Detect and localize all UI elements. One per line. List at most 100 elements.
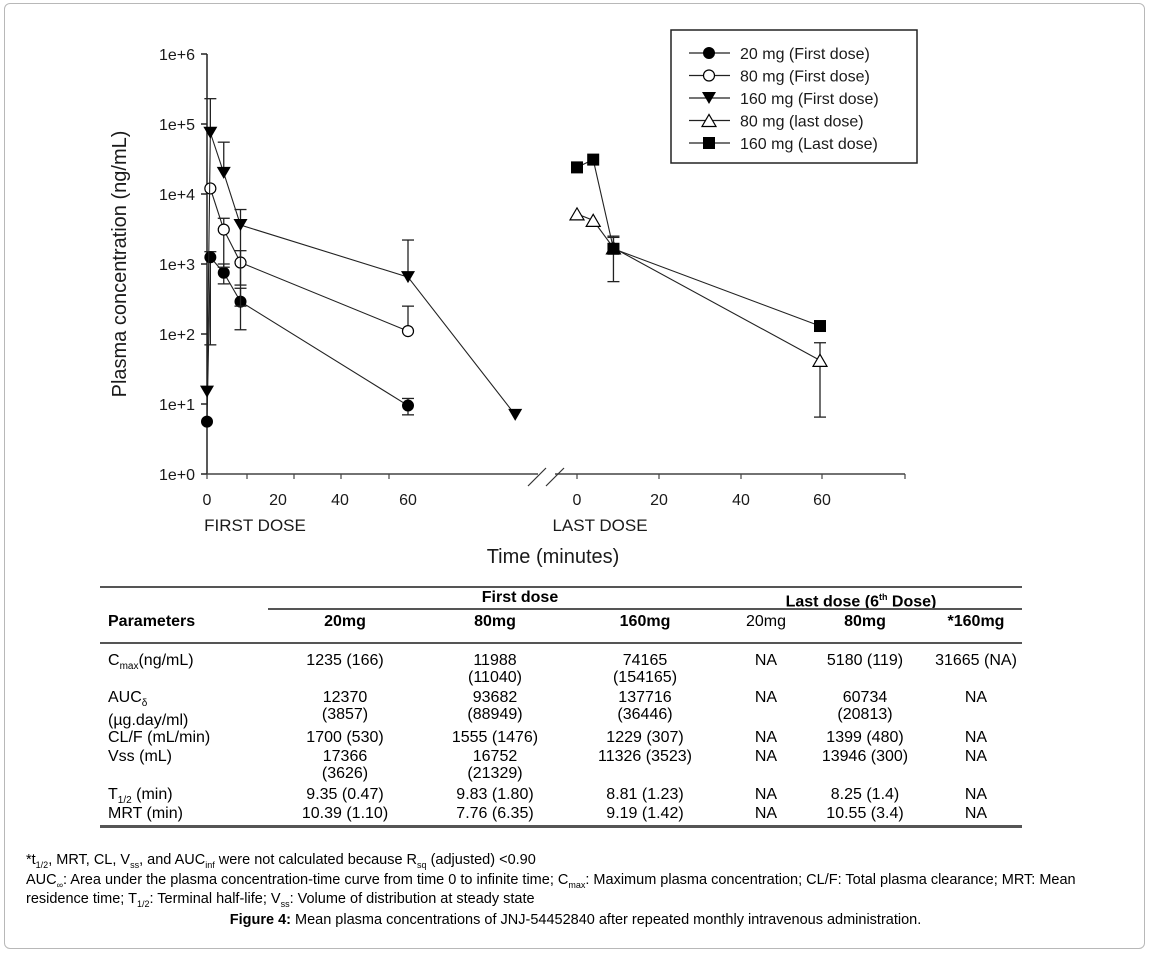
series-line [209,188,409,332]
table-cell: 7.76 (6.35) [456,805,534,822]
series-line [576,158,821,327]
col-header: 160mg [619,613,671,630]
table-cell: 9.83 (1.80) [456,786,534,803]
y-tick-label: 1e+3 [159,257,195,274]
col-header: *160mg [947,613,1005,630]
legend-marker [703,137,715,149]
y-tick-label: 1e+4 [159,187,195,204]
data-point [200,385,214,398]
data-point [201,415,213,428]
table-cell: 17366 (3626) [321,748,369,782]
data-point [585,213,602,227]
group-header-last: Last dose (6th Dose) [785,592,937,611]
pk-chart: 1e+0 1e+1 1e+2 1e+3 1e+4 1e+5 1e+6 Plasma conce… [109,29,918,568]
legend-marker [702,92,716,104]
data-point [811,353,829,367]
table-cell: 5180 (119) [826,652,904,669]
data-point [401,271,415,284]
col-header: 80mg [474,613,516,630]
data-point [587,153,600,166]
table-cell: NA [964,748,988,765]
table-top-rule [100,586,1022,588]
series-20-mg-first-dose [201,251,414,428]
table-cell: 1555 (1476) [451,729,539,746]
x-tick-label: 60 [813,492,831,509]
col-header: 20mg [745,613,787,630]
y-tick-label: 1e+5 [159,117,195,134]
table-cell: 31665 (NA) [935,652,1017,669]
table-cell: NA [754,748,778,765]
table-cell: 60734 (20813) [837,689,893,723]
series-layer [200,98,829,428]
footnote-1: *t1/2, MRT, CL, Vss, and AUCinf were not… [26,852,536,870]
table-cell: 12370 (3857) [321,689,369,723]
y-axis-title: Plasma concentration (ng/mL) [109,131,131,398]
table-cell: NA [754,652,778,669]
table-cell: 1700 (530) [306,729,384,746]
series-line [206,255,409,422]
data-point [203,126,218,139]
table-cell: 1229 (307) [606,729,684,746]
data-point [607,242,620,255]
x-tick-label: 20 [269,492,287,509]
series-line [206,132,516,416]
data-point [402,399,414,412]
data-point [216,166,231,179]
row-parameter-label: Vss (mL) [108,748,172,765]
table-cell: 1235 (166) [306,652,384,669]
y-tick-label: 1e+1 [159,397,195,414]
data-point [571,161,583,174]
legend-marker [703,47,715,59]
table-cell: 74165 (154165) [612,652,678,686]
data-point [204,182,217,195]
y-tick-label: 1e+0 [159,467,195,484]
table-cell: NA [754,689,778,706]
table-cell: 8.25 (1.4) [830,786,900,803]
legend-marker [702,69,716,82]
table-cell: 137716 (36446) [617,689,673,723]
chart-axes: 1e+0 1e+1 1e+2 1e+3 1e+4 1e+5 1e+6 Plasma conce… [109,47,906,568]
y-tick-label: 1e+2 [159,327,195,344]
segment-label: FIRST DOSE [204,516,306,535]
footnote-2: AUC∞: Area under the plasma concentratio… [26,872,1076,890]
group-header-first: First dose [481,589,559,606]
x-tick-label: 60 [399,492,417,509]
segment-label: LAST DOSE [552,516,647,535]
legend-marker [700,113,718,128]
table-cell: 16752 (21329) [467,748,523,782]
row-parameter-label: T1/2 (min) [108,786,173,807]
x-tick-label: 0 [203,492,212,509]
x-tick-label: 40 [331,492,349,509]
table-group-rule [268,608,1022,610]
table-bottom-rule [100,825,1022,828]
col-header: 20mg [324,613,366,630]
figure-caption: Figure 4: Mean plasma concentrations of … [229,912,922,928]
legend-label: 160 mg (Last dose) [740,136,878,153]
row-parameter-label: AUCδ (µg.day/ml) [108,689,189,730]
table-cell: 10.55 (3.4) [826,805,904,822]
table-cell: 93682 (88949) [467,689,523,723]
x-tick-label: 40 [732,492,750,509]
table-cell: NA [964,786,988,803]
series-80-mg-last-dose [568,206,829,418]
table-cell: NA [964,805,988,822]
table-header-rule [100,642,1022,644]
axis-break-mark [527,467,547,487]
col-header: 80mg [844,613,886,630]
row-parameter-label: Cmax(ng/mL) [108,652,194,673]
data-point [401,325,415,338]
table-cell: 10.39 (1.10) [301,805,389,822]
chart-legend: 20 mg (First dose) 80 mg (First dose) 160 … [670,29,918,164]
legend-label: 80 mg (First dose) [740,69,870,86]
table-cell: 9.35 (0.47) [306,786,384,803]
col-header-parameters: Parameters [108,613,196,630]
table-cell: NA [964,729,988,746]
series-160-mg-last-dose [571,153,826,333]
table-cell: 8.81 (1.23) [606,786,684,803]
x-tick-label: 20 [650,492,668,509]
row-parameter-label: MRT (min) [108,805,183,822]
x-axis-title: Time (minutes) [487,546,620,568]
figure-frame [4,3,1145,949]
table-cell: 13946 (300) [821,748,909,765]
data-point [233,219,248,232]
